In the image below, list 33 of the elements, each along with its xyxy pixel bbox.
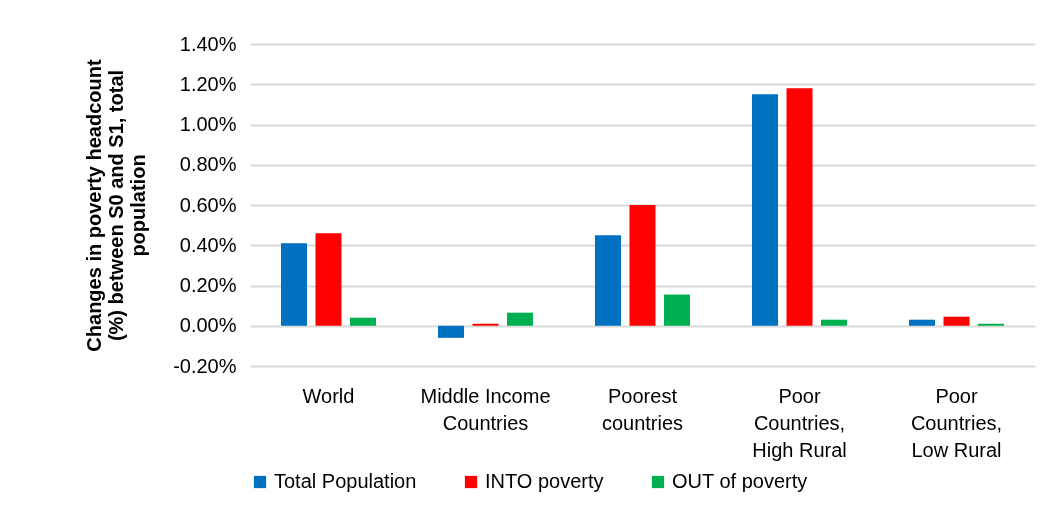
bar bbox=[751, 94, 778, 326]
bar bbox=[978, 323, 1005, 326]
y-tick-label: 1.20% bbox=[179, 72, 237, 95]
legend-label: OUT of poverty bbox=[672, 470, 808, 492]
bar bbox=[943, 316, 970, 326]
bar bbox=[594, 235, 621, 326]
y-tick-label: 0.60% bbox=[179, 193, 237, 216]
y-tick-label: 0.80% bbox=[179, 153, 237, 176]
bar bbox=[280, 243, 307, 326]
x-tick-label: Poorest countries bbox=[601, 384, 684, 434]
y-tick-label: -0.20% bbox=[173, 354, 237, 377]
bar bbox=[629, 205, 656, 326]
bar bbox=[350, 317, 377, 326]
x-tick-label: World bbox=[302, 384, 355, 407]
y-axis-title: Changes in poverty headcount (%) between S0 and S1, total population bbox=[83, 59, 150, 352]
bar bbox=[437, 325, 464, 338]
bar bbox=[908, 319, 935, 326]
y-tick-label: 1.00% bbox=[179, 113, 237, 135]
legend-label: INTO poverty bbox=[485, 470, 604, 492]
y-tick-label: 0.00% bbox=[179, 314, 237, 337]
x-tick-label: Poor Countries, High Rural bbox=[752, 384, 847, 461]
y-tick-label: 1.40% bbox=[179, 32, 237, 55]
legend-label: Total Population bbox=[274, 470, 417, 492]
bar bbox=[315, 233, 342, 326]
y-tick-label: 0.20% bbox=[179, 274, 237, 296]
bar bbox=[472, 323, 499, 326]
x-tick-label: Middle Income Countries bbox=[420, 384, 551, 434]
x-tick-label: Poor Countries, Low Rural bbox=[910, 384, 1003, 461]
y-tick-label: 0.40% bbox=[179, 233, 237, 256]
bar bbox=[786, 88, 813, 326]
bar bbox=[507, 312, 534, 326]
bar bbox=[664, 294, 691, 326]
bar bbox=[821, 319, 848, 326]
